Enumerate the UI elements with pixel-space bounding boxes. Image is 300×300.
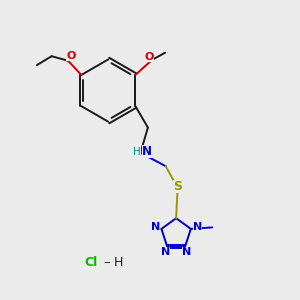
Text: Cl: Cl [84,256,97,269]
Text: H: H [114,256,124,269]
Text: N: N [193,221,202,232]
Text: S: S [173,180,182,193]
Text: H: H [133,147,141,157]
Text: O: O [145,52,154,61]
Text: N: N [151,221,160,232]
Text: N: N [161,247,170,256]
Text: N: N [182,247,191,256]
Text: O: O [66,51,76,61]
Text: N: N [142,145,152,158]
Text: –: – [103,256,110,269]
